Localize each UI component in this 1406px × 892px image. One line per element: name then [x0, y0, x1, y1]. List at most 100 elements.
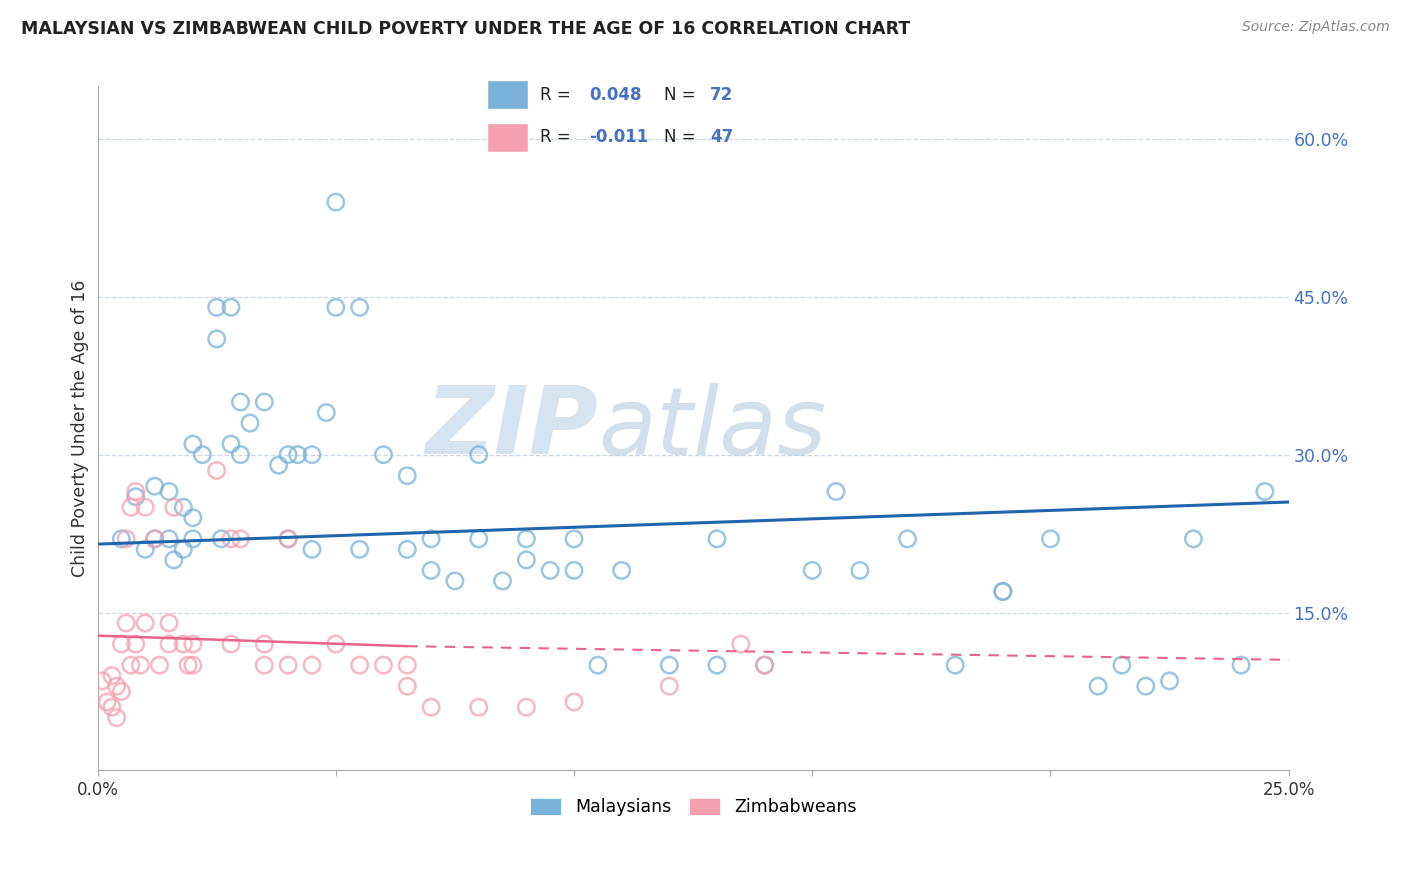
Point — [754, 658, 776, 673]
Point — [562, 532, 585, 546]
Point — [125, 490, 148, 504]
Point — [205, 301, 228, 315]
Point — [129, 658, 152, 673]
Text: R =: R = — [540, 86, 576, 103]
Point — [125, 637, 148, 651]
Point — [110, 684, 132, 698]
Point — [157, 532, 180, 546]
Point — [125, 484, 148, 499]
Point — [181, 510, 204, 524]
Point — [754, 658, 776, 673]
Point — [172, 500, 194, 515]
Point — [219, 637, 242, 651]
Point — [1254, 484, 1277, 499]
Point — [467, 448, 489, 462]
Point — [515, 532, 537, 546]
Point — [177, 658, 200, 673]
Point — [658, 679, 681, 693]
Point — [181, 637, 204, 651]
Point — [115, 615, 138, 630]
Point — [991, 584, 1014, 599]
Point — [301, 658, 323, 673]
Point — [491, 574, 513, 588]
Point — [181, 658, 204, 673]
Point — [211, 532, 233, 546]
Point — [157, 615, 180, 630]
Point — [143, 532, 166, 546]
Point — [325, 301, 347, 315]
FancyBboxPatch shape — [488, 80, 527, 109]
Point — [181, 532, 204, 546]
Point — [157, 484, 180, 499]
Point — [586, 658, 609, 673]
Point — [105, 679, 128, 693]
Point — [658, 658, 681, 673]
Point — [229, 448, 252, 462]
Point — [219, 532, 242, 546]
Point — [181, 437, 204, 451]
Point — [515, 700, 537, 714]
Point — [219, 301, 242, 315]
Point — [1087, 679, 1109, 693]
Point — [96, 695, 118, 709]
Text: 47: 47 — [710, 128, 734, 146]
Point — [101, 668, 124, 682]
Point — [1159, 673, 1181, 688]
Point — [396, 542, 419, 557]
Point — [157, 637, 180, 651]
Point — [515, 553, 537, 567]
Point — [110, 532, 132, 546]
Point — [120, 500, 142, 515]
Point — [373, 658, 395, 673]
Text: N =: N = — [664, 128, 700, 146]
Point — [943, 658, 966, 673]
Point — [396, 658, 419, 673]
Point — [315, 406, 337, 420]
Point — [706, 532, 728, 546]
Point — [373, 448, 395, 462]
Point — [287, 448, 309, 462]
Point — [253, 395, 276, 409]
Point — [172, 542, 194, 557]
Point — [205, 463, 228, 477]
Point — [115, 532, 138, 546]
Point — [101, 700, 124, 714]
Point — [277, 658, 299, 673]
Point — [706, 658, 728, 673]
Point — [148, 658, 170, 673]
Point — [444, 574, 467, 588]
Point — [467, 532, 489, 546]
Y-axis label: Child Poverty Under the Age of 16: Child Poverty Under the Age of 16 — [72, 280, 89, 577]
Point — [1135, 679, 1157, 693]
Point — [277, 532, 299, 546]
Text: 0.048: 0.048 — [589, 86, 643, 103]
Point — [420, 563, 443, 577]
Point — [1182, 532, 1205, 546]
Point — [229, 532, 252, 546]
Point — [134, 542, 156, 557]
Point — [325, 195, 347, 210]
Point — [349, 301, 371, 315]
Text: R =: R = — [540, 128, 576, 146]
Point — [301, 448, 323, 462]
Point — [610, 563, 633, 577]
Point — [143, 532, 166, 546]
Point — [277, 532, 299, 546]
Point — [172, 637, 194, 651]
Point — [277, 448, 299, 462]
Point — [349, 658, 371, 673]
Point — [191, 448, 214, 462]
Point — [105, 711, 128, 725]
Point — [91, 673, 114, 688]
Text: MALAYSIAN VS ZIMBABWEAN CHILD POVERTY UNDER THE AGE OF 16 CORRELATION CHART: MALAYSIAN VS ZIMBABWEAN CHILD POVERTY UN… — [21, 20, 910, 37]
Point — [849, 563, 872, 577]
Point — [143, 479, 166, 493]
Point — [239, 416, 262, 430]
Point — [896, 532, 918, 546]
Point — [396, 468, 419, 483]
Point — [730, 637, 752, 651]
Point — [420, 532, 443, 546]
Point — [825, 484, 848, 499]
Text: -0.011: -0.011 — [589, 128, 648, 146]
Point — [349, 542, 371, 557]
